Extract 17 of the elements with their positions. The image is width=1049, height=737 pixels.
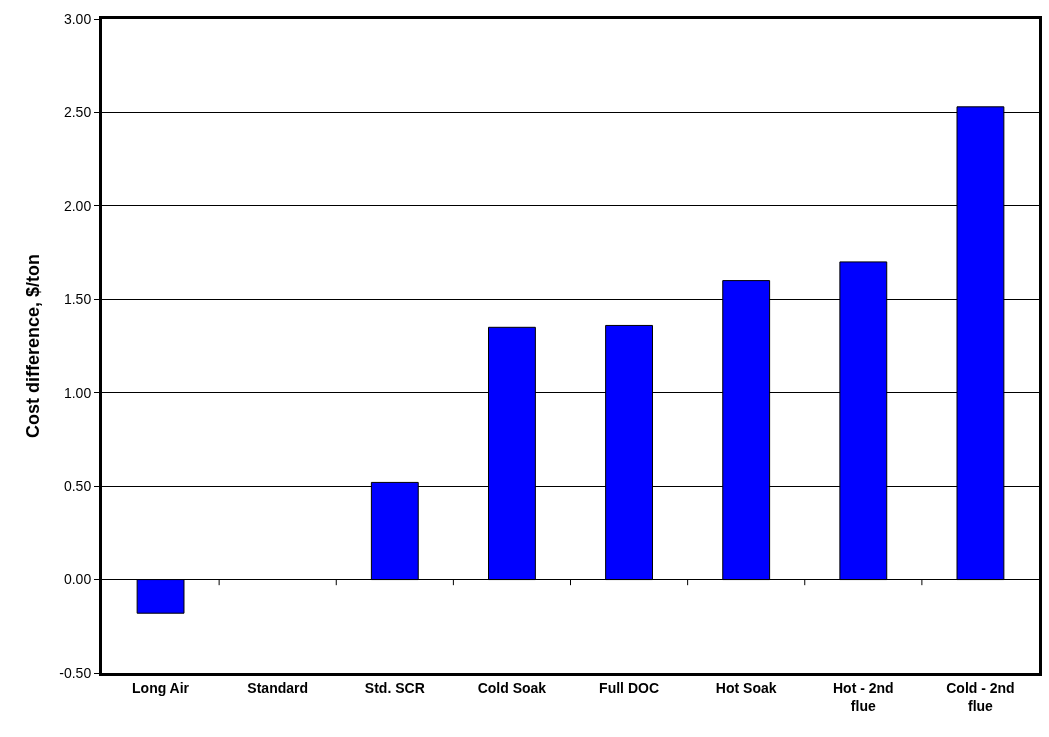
y-tick-label: 2.50 — [63, 104, 92, 121]
x-tick-label: Cold Soak — [477, 679, 547, 696]
x-tick-label: Long Air — [132, 679, 190, 696]
y-tick-label: 1.50 — [63, 291, 92, 308]
y-tick-label: -0.50 — [59, 664, 92, 681]
y-tick-label: 2.00 — [63, 197, 92, 214]
x-tick-label: Hot - 2nd flue — [832, 679, 894, 714]
y-tick-label: 3.00 — [63, 10, 92, 27]
x-tick-label: Full DOC — [599, 679, 660, 696]
x-tick-label: Standard — [247, 679, 309, 696]
x-tick-label: Std. SCR — [364, 679, 425, 696]
y-tick-label: 1.00 — [63, 384, 92, 401]
x-tick-label: Cold - 2nd flue — [946, 679, 1015, 714]
x-tick-label: Hot Soak — [715, 679, 777, 696]
y-tick-label: 0.50 — [63, 478, 92, 495]
y-tick-label: 0.00 — [63, 571, 92, 588]
y-axis-title: Cost difference, $/ton — [23, 253, 44, 439]
